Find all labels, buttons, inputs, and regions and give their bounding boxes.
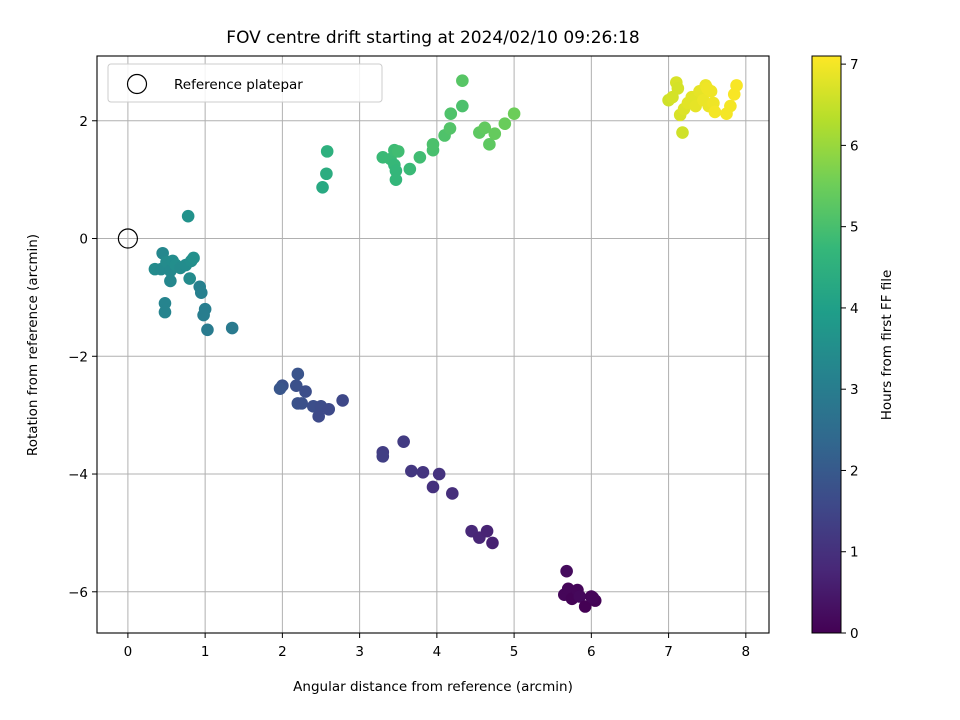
- y-axis-label: Rotation from reference (arcmin): [25, 234, 41, 456]
- data-point: [181, 209, 195, 223]
- data-point: [273, 382, 287, 395]
- data-point: [416, 465, 430, 479]
- y-tick-label: 2: [79, 114, 88, 130]
- x-tick-label: 5: [510, 644, 519, 660]
- data-point: [488, 127, 502, 141]
- data-point: [708, 105, 722, 119]
- colorbar-tick-label: 5: [850, 220, 859, 236]
- data-point: [183, 272, 196, 285]
- data-point: [560, 564, 573, 578]
- data-point: [312, 410, 325, 423]
- colorbar-tick-label: 4: [850, 301, 859, 317]
- y-tick-label: −6: [68, 585, 88, 601]
- y-tick-label: −4: [68, 467, 88, 483]
- reference-platepar-marker: [117, 228, 138, 249]
- colorbar-tick-label: 6: [850, 138, 859, 154]
- data-point: [194, 286, 208, 299]
- data-point: [201, 323, 214, 337]
- data-point: [724, 99, 737, 113]
- legend-box: [107, 63, 383, 103]
- data-point: [405, 464, 418, 478]
- legend-entry: Reference platepar: [174, 77, 303, 93]
- data-point: [336, 394, 349, 407]
- colorbar: [811, 55, 842, 634]
- data-point: [671, 82, 685, 95]
- data-point: [586, 591, 600, 604]
- legend-marker: [126, 73, 148, 95]
- x-tick-label: 2: [278, 644, 287, 660]
- colorbar-tick-label: 0: [850, 626, 859, 642]
- data-point: [320, 167, 333, 181]
- data-point: [403, 162, 417, 176]
- data-point: [291, 367, 305, 381]
- data-point: [413, 150, 427, 164]
- x-axis-ticks: 0 1 2 3 4 5 6 7 8: [124, 633, 751, 660]
- chart-title: FOV centre drift starting at 2024/02/10 …: [226, 28, 639, 48]
- data-point: [498, 117, 512, 131]
- scatter-points: [117, 74, 743, 613]
- data-point: [164, 274, 177, 288]
- data-point: [730, 79, 743, 92]
- x-tick-label: 8: [742, 644, 751, 660]
- data-point: [158, 305, 172, 319]
- data-point: [322, 402, 336, 416]
- data-point: [578, 600, 592, 613]
- data-point: [426, 138, 440, 151]
- data-point: [376, 450, 390, 463]
- data-point: [299, 385, 312, 398]
- data-point: [389, 173, 403, 186]
- x-tick-label: 0: [124, 644, 133, 660]
- data-point: [480, 524, 494, 538]
- data-point: [187, 251, 200, 265]
- x-tick-label: 3: [355, 644, 364, 660]
- data-point: [561, 582, 575, 596]
- data-point: [391, 145, 405, 158]
- x-tick-label: 1: [201, 644, 210, 660]
- data-point: [483, 138, 496, 151]
- data-point: [486, 536, 499, 550]
- colorbar-tick-label: 3: [850, 382, 859, 398]
- data-point: [426, 480, 440, 494]
- data-point: [289, 379, 303, 393]
- data-point: [478, 121, 492, 135]
- colorbar-tick-label: 7: [850, 57, 859, 73]
- y-tick-label: 0: [79, 232, 88, 248]
- data-point: [432, 467, 446, 481]
- y-tick-label: −2: [68, 349, 88, 365]
- data-point: [443, 122, 457, 135]
- data-point: [704, 85, 718, 98]
- colorbar-tick-label: 1: [850, 545, 859, 561]
- x-tick-label: 4: [433, 644, 442, 660]
- x-tick-label: 7: [664, 644, 673, 660]
- x-axis-label: Angular distance from reference (arcmin): [293, 679, 573, 695]
- data-point: [158, 296, 172, 310]
- plot-frame: [96, 55, 770, 634]
- colorbar-tick-label: 2: [850, 463, 859, 479]
- data-point: [225, 321, 239, 335]
- data-point: [444, 107, 458, 120]
- data-point: [295, 397, 308, 410]
- grid-lines: [97, 56, 769, 633]
- colorbar-label: Hours from first FF file: [879, 270, 895, 421]
- data-point: [456, 99, 469, 113]
- data-point: [197, 308, 210, 322]
- data-point: [573, 590, 587, 603]
- legend: Reference platepar: [107, 63, 383, 103]
- data-point: [676, 126, 689, 139]
- colorbar-ticks: 0 1 2 3 4 5 6 7: [841, 57, 859, 642]
- data-point: [507, 107, 521, 120]
- data-point: [389, 164, 403, 178]
- data-point: [320, 145, 334, 158]
- data-point: [446, 487, 459, 500]
- x-tick-label: 6: [587, 644, 596, 660]
- data-point: [397, 435, 410, 448]
- data-point: [316, 180, 329, 194]
- y-axis-ticks: −6 −4 −2 0 2: [68, 114, 97, 601]
- data-point: [456, 74, 469, 88]
